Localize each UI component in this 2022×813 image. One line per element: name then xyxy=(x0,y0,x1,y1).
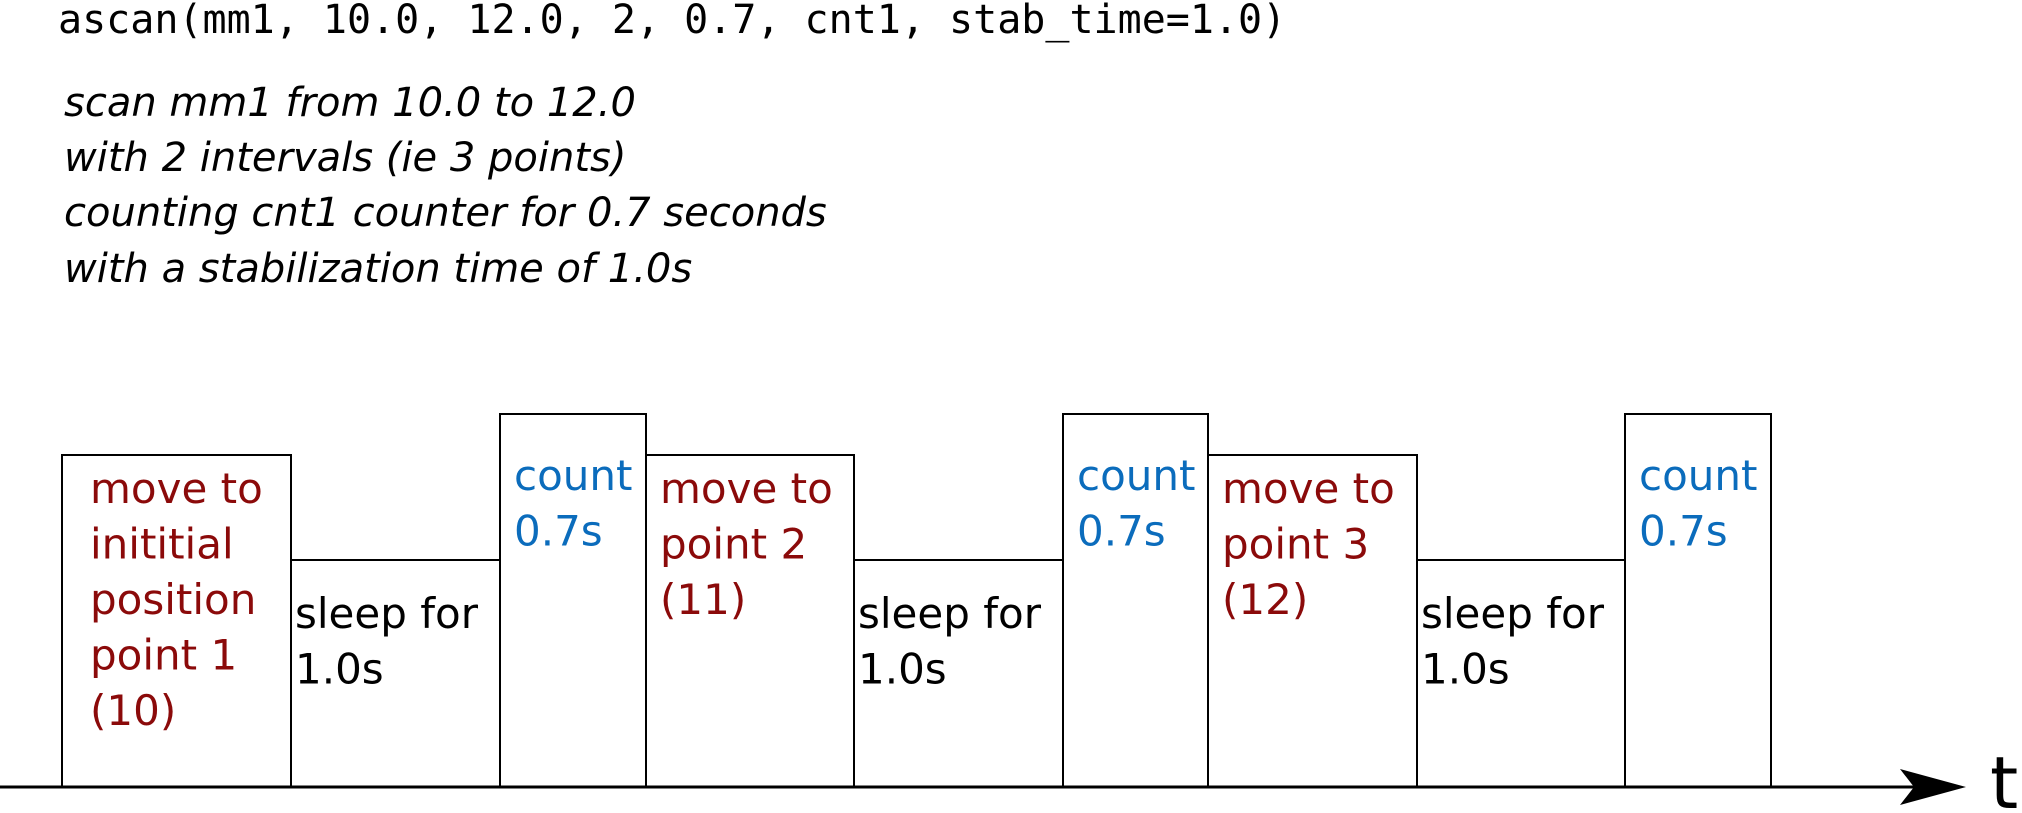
step-box xyxy=(61,454,292,788)
step-label-line: move to xyxy=(1222,464,1395,513)
step-label-line: sleep for xyxy=(1421,589,1605,638)
step-label-line: 1.0s xyxy=(858,645,947,694)
step-label-line: (10) xyxy=(90,686,176,735)
step-label-line: count xyxy=(514,451,633,500)
step-label: count 0.7s xyxy=(514,451,633,556)
description-line: counting cnt1 counter for 0.7 seconds xyxy=(64,190,827,236)
step-label-line: inititial xyxy=(90,520,234,569)
step-label: move to point 2 (11) xyxy=(660,464,833,624)
step-label-line: (11) xyxy=(660,575,746,624)
step-box xyxy=(499,413,647,788)
step-label-line: count xyxy=(1639,451,1758,500)
axis-arrow xyxy=(1900,769,1966,805)
step-box xyxy=(645,454,855,788)
step-label: move to inititial position point 1 (10) xyxy=(90,464,263,735)
step-label-line: 0.7s xyxy=(1077,507,1166,556)
step-label-line: 1.0s xyxy=(295,645,384,694)
step-label: sleep for 1.0s xyxy=(295,589,479,694)
description-line: with 2 intervals (ie 3 points) xyxy=(64,135,626,181)
step-label-line: sleep for xyxy=(858,589,1042,638)
step-label-line: 0.7s xyxy=(514,507,603,556)
step-label-line: (12) xyxy=(1222,575,1308,624)
step-box xyxy=(1624,413,1772,788)
step-box xyxy=(1062,413,1209,788)
code-line: ascan(mm1, 10.0, 12.0, 2, 0.7, cnt1, sta… xyxy=(58,0,1286,43)
step-label: sleep for 1.0s xyxy=(1421,589,1605,694)
description-line: scan mm1 from 10.0 to 12.0 xyxy=(64,80,636,126)
step-label: count 0.7s xyxy=(1639,451,1758,556)
step-box xyxy=(1416,559,1626,788)
step-label-line: point 1 xyxy=(90,631,237,680)
step-label: count 0.7s xyxy=(1077,451,1196,556)
step-label-line: 1.0s xyxy=(1421,645,1510,694)
step-label-line: position xyxy=(90,575,256,624)
axis-label: t xyxy=(1990,741,2018,813)
step-label-line: point 3 xyxy=(1222,520,1369,569)
step-label-line: sleep for xyxy=(295,589,479,638)
step-label-line: count xyxy=(1077,451,1196,500)
step-label: move to point 3 (12) xyxy=(1222,464,1395,624)
step-label-line: move to xyxy=(90,464,263,513)
step-box xyxy=(853,559,1064,788)
step-box xyxy=(1207,454,1418,788)
step-label-line: 0.7s xyxy=(1639,507,1728,556)
step-label: sleep for 1.0s xyxy=(858,589,1042,694)
description-line: with a stabilization time of 1.0s xyxy=(64,246,692,292)
timeline-steps: move to inititial position point 1 (10) sleep… xyxy=(61,413,1772,788)
step-label-line: point 2 xyxy=(660,520,807,569)
step-label-line: move to xyxy=(660,464,833,513)
